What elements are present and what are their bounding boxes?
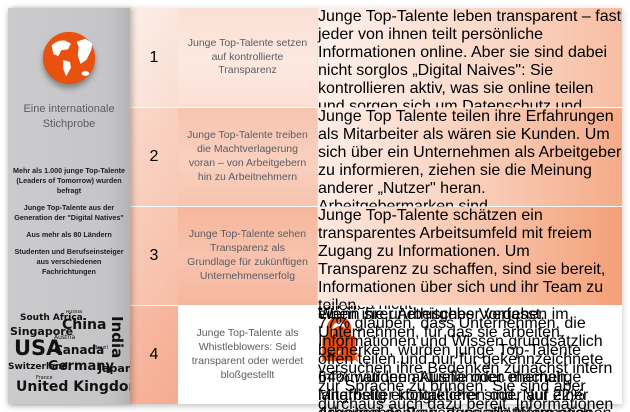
stat-employer-review: 64% würden aktuelle oder ehemalige Mitar… xyxy=(318,369,622,412)
sample-heading: Eine internationale Stichprobe xyxy=(23,103,115,130)
section-2-title: Junge Top-Talente treiben die Machtverla… xyxy=(187,129,308,183)
section-2: 2 Junge Top-Talente treiben die Machtver… xyxy=(130,107,622,412)
wordcloud-country: Canada xyxy=(54,343,105,357)
person-rating-icon xyxy=(318,326,362,368)
fact-respondents: Mehr als 1.000 junge Top-Talente (Leader… xyxy=(13,166,125,195)
stat-desc: glauben, dass Unternehmen, die Informati… xyxy=(318,315,612,412)
fact-countries: Aus mehr als 80 Ländern xyxy=(26,229,112,239)
section-3: 3 Junge Top-Talente sehen Transparenz al… xyxy=(130,206,622,412)
stat-value: 77% xyxy=(318,315,351,332)
sections-area: 1 Junge Top-Talente setzen auf kontrolli… xyxy=(130,8,622,412)
fact-students: Studenten und Berufseinsteiger aus versc… xyxy=(14,246,124,276)
section-4-number-col: 4 xyxy=(130,306,178,404)
globe-icon xyxy=(40,30,98,88)
section-3-body: Junge Top-Talente schätzen ein transpare… xyxy=(318,207,606,314)
section-3-detail: Junge Top-Talente schätzen ein transpare… xyxy=(317,207,622,412)
wordcloud-country: Switzerland xyxy=(8,362,68,372)
section-4-title-panel: Junge Top-Talente als Whistleblowers: Se… xyxy=(178,306,317,404)
country-wordcloud: Russia South Africa China Singapore Austria I… xyxy=(8,310,130,398)
wordcloud-country: Russia xyxy=(66,310,83,315)
wordcloud-country: Germany xyxy=(48,359,114,374)
section-1-number-badge: 1 xyxy=(149,48,159,66)
section-2-detail: Junge Top Talente teilen ihre Erfahrunge… xyxy=(317,108,622,412)
wordcloud-country: France xyxy=(36,375,53,381)
sidebar: Eine internationale Stichprobe Mehr als … xyxy=(8,8,130,404)
wordcloud-country: USA xyxy=(14,336,63,360)
section-3-title: Junge Top-Talente sehen Transparenz als … xyxy=(187,228,308,282)
section-4-title: Junge Top-Talente als Whistleblowers: Se… xyxy=(191,327,304,381)
section-1-title: Junge Top-Talente setzen auf kontrollier… xyxy=(187,36,308,77)
section-4-number-badge: 4 xyxy=(149,346,159,363)
section-3-title-panel: Junge Top-Talente sehen Transparenz als … xyxy=(178,207,317,305)
section-2-title-panel: Junge Top-Talente treiben die Machtverla… xyxy=(178,108,317,206)
sample-facts: Mehr als 1.000 junge Top-Talente (Leader… xyxy=(8,166,130,283)
section-3-number-col: 3 xyxy=(130,207,178,305)
section-4-detail: Wenn sie unethisches Vorgehen im Unterne… xyxy=(317,306,622,412)
section-1-number-col: 1 xyxy=(130,8,178,107)
fact-generation: Junge Top-Talente aus der Generation der… xyxy=(14,202,124,222)
wordcloud-country: United Kingdom xyxy=(16,379,130,395)
wordcloud-country: Brazil xyxy=(94,345,108,351)
section-2-number-badge: 2 xyxy=(149,148,159,165)
section-1-title-panel: Junge Top-Talente setzen auf kontrollier… xyxy=(178,8,317,107)
stat-desc: würden aktuelle oder ehemalige Mitarbeit… xyxy=(318,369,592,412)
wordcloud-country: South Africa xyxy=(20,313,83,323)
section-4-body: Wenn sie unethisches Vorgehen im Unterne… xyxy=(318,306,614,412)
section-2-number-col: 2 xyxy=(130,108,178,206)
section-4: 4 Junge Top-Talente als Whistleblowers: … xyxy=(130,305,622,412)
stat-open-information: 77% glauben, dass Unternehmen, die Infor… xyxy=(318,315,622,412)
stat-value: 64% xyxy=(318,369,351,386)
infographic-card: Eine internationale Stichprobe Mehr als … xyxy=(8,8,622,412)
section-1-detail: Junge Top-Talente leben transparent – fa… xyxy=(317,8,622,361)
wordcloud-country: India xyxy=(108,316,126,359)
wordcloud-country: China xyxy=(62,317,107,333)
section-3-number-badge: 3 xyxy=(149,247,159,264)
wordcloud-country: Japan xyxy=(98,362,130,375)
wordcloud-country: Austria xyxy=(54,334,76,341)
wordcloud-country: Singapore xyxy=(10,325,74,338)
section-1: 1 Junge Top-Talente setzen auf kontrolli… xyxy=(130,8,622,361)
